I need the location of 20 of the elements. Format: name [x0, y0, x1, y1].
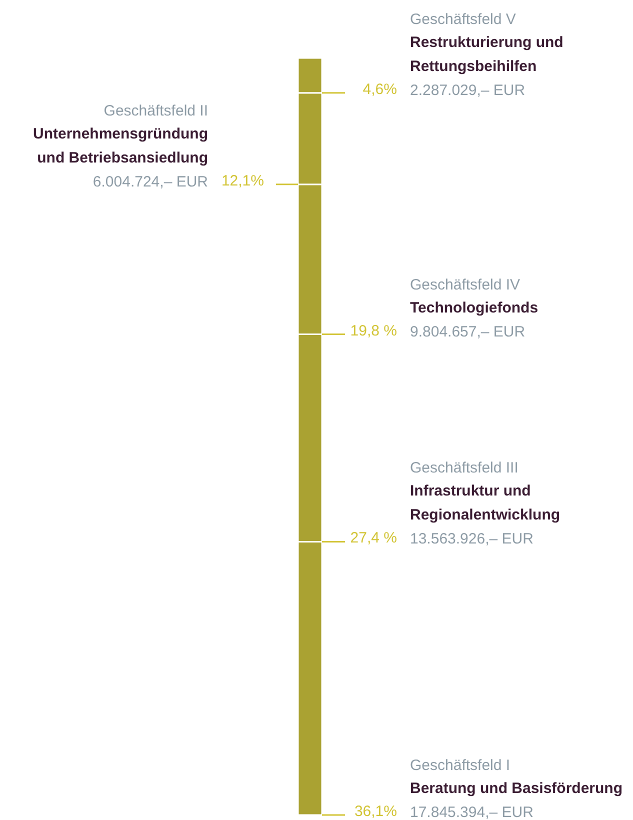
text: Unternehmensgründung und Betriebsansiedlung [33, 125, 208, 166]
text: Geschäftsfeld II [104, 102, 208, 120]
text: Beratung und Basisförderung [410, 780, 623, 797]
text: Restrukturierung und Rettungsbeihilfen [410, 34, 564, 75]
text: Geschäftsfeld V [410, 10, 516, 28]
text: 9.804.657,– EUR [410, 323, 526, 340]
text: Geschäftsfeld III [410, 460, 518, 477]
data-label: 19,8 % [350, 322, 397, 340]
text: Geschäftsfeld IV [410, 276, 520, 294]
data-label: 12,1% [221, 172, 264, 190]
data-label: 36,1% [354, 803, 397, 820]
text: 13.563.926,– EUR [410, 530, 534, 548]
text: 2.287.029,– EUR [410, 82, 526, 99]
text: Infrastruktur und Regionalentwicklung [410, 482, 560, 524]
data-label: 27,4 % [350, 530, 397, 547]
text: Technologiefonds [410, 299, 538, 316]
text: 17.845.394,– EUR [410, 804, 534, 820]
data-label: 4,6% [362, 80, 397, 98]
text: Geschäftsfeld I [410, 757, 510, 774]
text: 6.004.724,– EUR [92, 173, 208, 190]
